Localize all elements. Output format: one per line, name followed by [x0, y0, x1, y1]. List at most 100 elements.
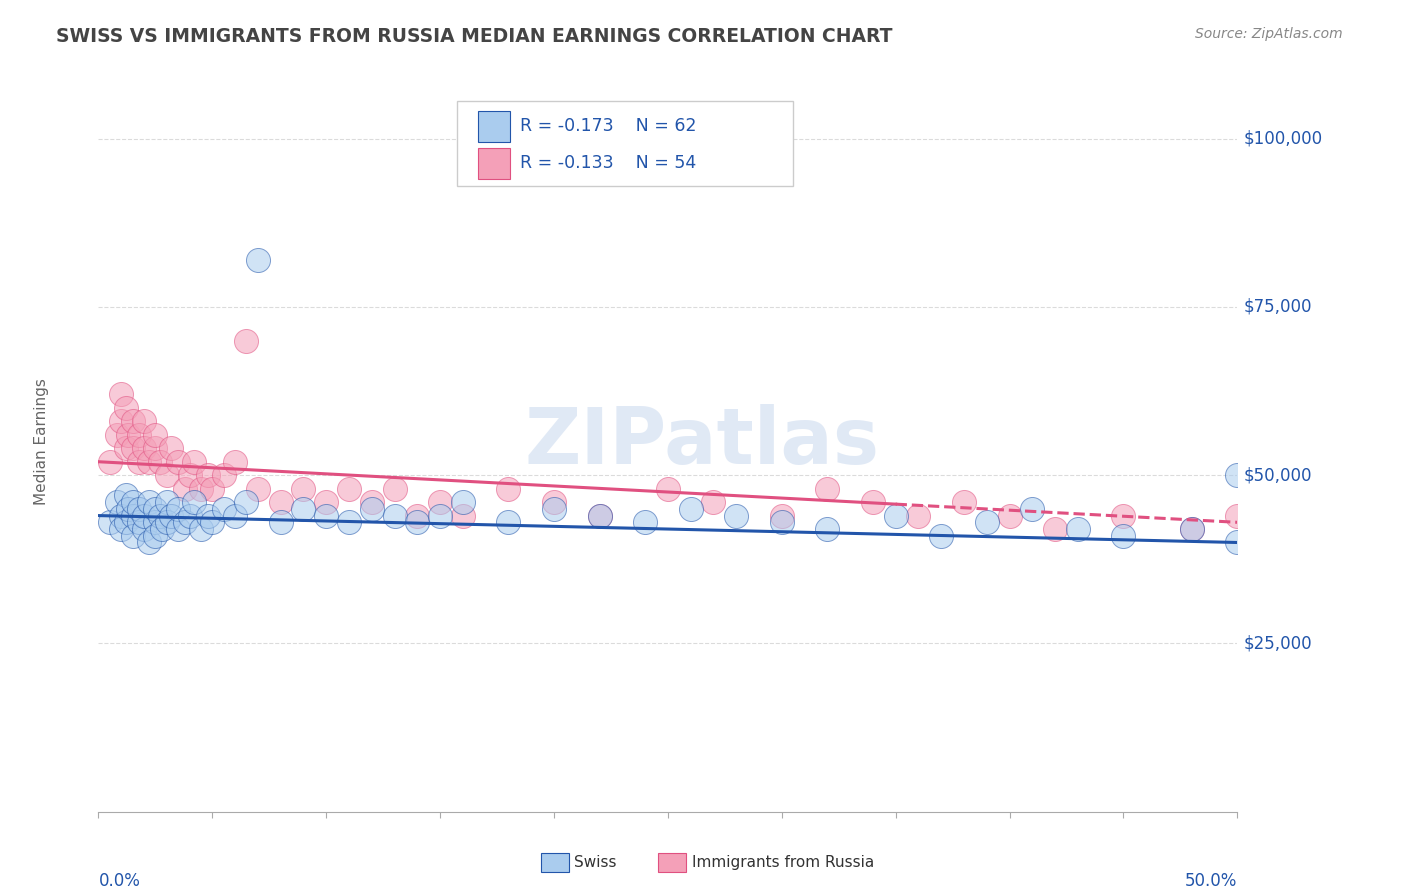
- Point: [429, 495, 451, 509]
- Point: [588, 508, 610, 523]
- Point: [117, 427, 139, 442]
- Point: [179, 468, 201, 483]
- Point: [160, 442, 183, 456]
- Point: [117, 501, 139, 516]
- Text: $100,000: $100,000: [1244, 129, 1323, 148]
- Point: [197, 508, 219, 523]
- Point: [110, 387, 132, 401]
- Point: [498, 482, 520, 496]
- Text: $50,000: $50,000: [1244, 467, 1313, 484]
- Point: [657, 482, 679, 496]
- Point: [110, 414, 132, 428]
- Point: [110, 522, 132, 536]
- Point: [128, 427, 150, 442]
- Text: ZIPatlas: ZIPatlas: [524, 403, 880, 480]
- Point: [451, 495, 474, 509]
- Point: [138, 495, 160, 509]
- Point: [270, 516, 292, 530]
- Point: [337, 516, 360, 530]
- Point: [1181, 522, 1204, 536]
- Point: [212, 501, 235, 516]
- Point: [1226, 535, 1249, 549]
- Point: [907, 508, 929, 523]
- Point: [588, 508, 610, 523]
- Point: [543, 501, 565, 516]
- Point: [451, 508, 474, 523]
- Point: [128, 516, 150, 530]
- Point: [149, 455, 172, 469]
- Point: [384, 482, 406, 496]
- Point: [114, 488, 136, 502]
- Point: [1226, 468, 1249, 483]
- Text: Source: ZipAtlas.com: Source: ZipAtlas.com: [1195, 27, 1343, 41]
- Point: [114, 442, 136, 456]
- Point: [160, 508, 183, 523]
- Point: [384, 508, 406, 523]
- Point: [132, 522, 155, 536]
- Point: [292, 501, 315, 516]
- Point: [1067, 522, 1090, 536]
- Point: [634, 516, 657, 530]
- Point: [929, 529, 952, 543]
- Point: [770, 516, 793, 530]
- Text: SWISS VS IMMIGRANTS FROM RUSSIA MEDIAN EARNINGS CORRELATION CHART: SWISS VS IMMIGRANTS FROM RUSSIA MEDIAN E…: [56, 27, 893, 45]
- Point: [121, 414, 143, 428]
- Point: [145, 529, 167, 543]
- Point: [167, 455, 190, 469]
- Point: [121, 442, 143, 456]
- Point: [270, 495, 292, 509]
- Text: 50.0%: 50.0%: [1185, 872, 1237, 890]
- Point: [224, 455, 246, 469]
- Point: [156, 516, 179, 530]
- Point: [976, 516, 998, 530]
- Point: [128, 455, 150, 469]
- Point: [815, 522, 838, 536]
- Point: [235, 334, 257, 348]
- Point: [174, 482, 197, 496]
- Point: [128, 501, 150, 516]
- Point: [360, 495, 382, 509]
- Point: [114, 401, 136, 415]
- Point: [246, 482, 269, 496]
- Point: [190, 522, 212, 536]
- Text: $25,000: $25,000: [1244, 634, 1313, 652]
- Point: [315, 508, 337, 523]
- Point: [498, 516, 520, 530]
- Point: [1226, 508, 1249, 523]
- Point: [862, 495, 884, 509]
- Point: [884, 508, 907, 523]
- Point: [145, 442, 167, 456]
- Text: $75,000: $75,000: [1244, 298, 1313, 316]
- Text: Immigrants from Russia: Immigrants from Russia: [692, 855, 875, 870]
- Point: [121, 495, 143, 509]
- Point: [197, 468, 219, 483]
- Text: 0.0%: 0.0%: [98, 872, 141, 890]
- Point: [315, 495, 337, 509]
- Point: [183, 495, 205, 509]
- Point: [105, 495, 128, 509]
- Point: [121, 529, 143, 543]
- Point: [145, 516, 167, 530]
- Point: [1021, 501, 1043, 516]
- Point: [406, 508, 429, 523]
- Point: [1112, 508, 1135, 523]
- Point: [770, 508, 793, 523]
- Point: [98, 455, 121, 469]
- Point: [110, 508, 132, 523]
- Point: [190, 482, 212, 496]
- Point: [132, 442, 155, 456]
- Point: [360, 501, 382, 516]
- Point: [543, 495, 565, 509]
- Point: [98, 516, 121, 530]
- Point: [406, 516, 429, 530]
- Text: Median Earnings: Median Earnings: [34, 378, 49, 505]
- Point: [132, 414, 155, 428]
- Point: [149, 508, 172, 523]
- Text: R = -0.173    N = 62: R = -0.173 N = 62: [520, 117, 696, 136]
- Point: [138, 535, 160, 549]
- Point: [156, 495, 179, 509]
- Point: [114, 516, 136, 530]
- Point: [702, 495, 724, 509]
- Point: [201, 482, 224, 496]
- Point: [156, 468, 179, 483]
